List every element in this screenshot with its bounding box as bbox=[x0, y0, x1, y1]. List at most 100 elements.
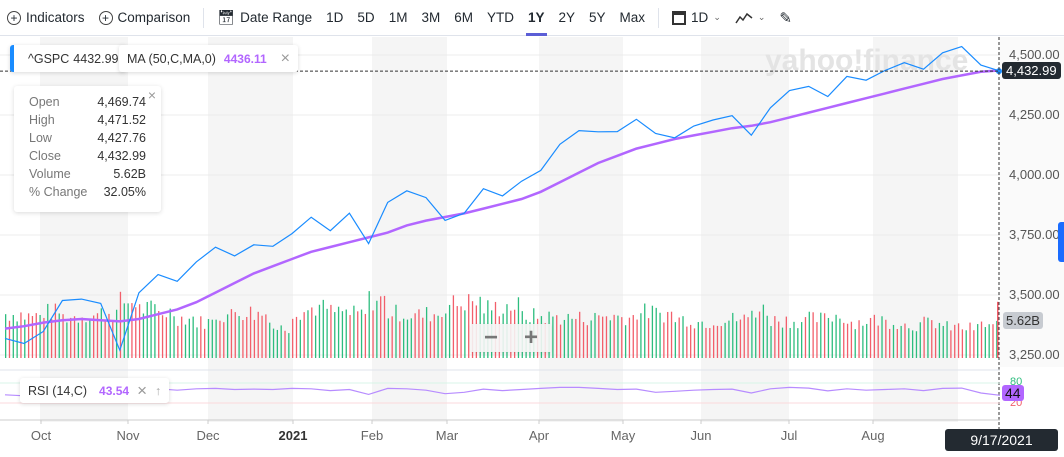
range-tab-1y[interactable]: 1Y bbox=[521, 0, 552, 36]
volume-bar bbox=[854, 329, 856, 358]
volume-bar bbox=[839, 318, 841, 358]
volume-bar bbox=[391, 316, 393, 358]
range-tab-1d[interactable]: 1D bbox=[326, 10, 344, 25]
volume-bar bbox=[552, 316, 554, 358]
volume-bar bbox=[919, 322, 921, 358]
volume-bar bbox=[211, 319, 213, 358]
price-chart[interactable]: yahoo!finance bbox=[0, 37, 1064, 457]
volume-bar bbox=[265, 314, 267, 358]
volume-bar bbox=[938, 322, 941, 358]
range-tab-1m[interactable]: 1M bbox=[388, 10, 408, 25]
volume-bar bbox=[257, 311, 259, 358]
indicators-button[interactable]: + Indicators bbox=[0, 0, 92, 36]
volume-bar bbox=[778, 321, 780, 358]
divider bbox=[658, 7, 660, 28]
range-tab-5d[interactable]: 5D bbox=[357, 10, 375, 25]
volume-bar bbox=[954, 324, 956, 358]
month-band bbox=[873, 37, 958, 422]
volume-bar bbox=[27, 313, 30, 358]
volume-bar bbox=[724, 322, 726, 358]
remove-rsi-icon[interactable]: × bbox=[137, 380, 148, 400]
volume-bar bbox=[655, 307, 657, 358]
volume-bar bbox=[793, 321, 795, 358]
draw-button[interactable]: ✎ bbox=[772, 0, 799, 36]
volume-bar bbox=[670, 311, 673, 358]
range-tab-ytd[interactable]: YTD bbox=[486, 10, 514, 25]
ohlc-value: 4,427.76 bbox=[97, 131, 146, 145]
volume-bar bbox=[81, 317, 83, 358]
volume-bar bbox=[303, 312, 305, 358]
range-tab-max[interactable]: Max bbox=[619, 10, 646, 25]
volume-bar bbox=[135, 307, 137, 358]
plus-circle-icon: + bbox=[98, 10, 113, 25]
x-tick-label: Nov bbox=[116, 428, 140, 443]
volume-bar bbox=[70, 317, 72, 358]
range-tab-3m[interactable]: 3M bbox=[421, 10, 441, 25]
volume-bar bbox=[437, 315, 439, 358]
range-tab-2y[interactable]: 2Y bbox=[558, 10, 576, 25]
volume-bar bbox=[288, 333, 290, 358]
volume-bar bbox=[885, 319, 887, 358]
range-tab-6m[interactable]: 6M bbox=[454, 10, 473, 25]
volume-bar bbox=[246, 316, 248, 358]
volume-bar bbox=[403, 318, 405, 358]
volume-bar bbox=[781, 327, 784, 358]
volume-bar bbox=[456, 306, 458, 358]
volume-bar bbox=[108, 313, 110, 358]
volume-bar bbox=[647, 318, 650, 358]
arrow-up-icon[interactable]: ↑ bbox=[155, 383, 162, 398]
volume-bar bbox=[957, 323, 960, 358]
range-tab-5y[interactable]: 5Y bbox=[589, 10, 606, 25]
ma-legend[interactable]: MA (50,C,MA,0) 4436.11 × bbox=[119, 45, 298, 72]
symbol-legend[interactable]: ^GSPC 4432.99 bbox=[10, 45, 127, 72]
zoom-in-button[interactable]: + bbox=[523, 324, 538, 351]
x-tick-label: Aug bbox=[861, 428, 885, 443]
ohlc-value: 4,469.74 bbox=[97, 95, 146, 109]
volume-bar bbox=[100, 308, 102, 358]
interval-dropdown[interactable]: 1D ⌄ bbox=[665, 0, 728, 36]
ohlc-label: Low bbox=[29, 131, 52, 145]
volume-bar bbox=[215, 319, 217, 358]
divider bbox=[203, 7, 205, 28]
volume-bar bbox=[448, 304, 451, 358]
volume-bar bbox=[253, 319, 256, 358]
volume-bar bbox=[200, 316, 202, 358]
chart-type-dropdown[interactable]: ⌄ bbox=[728, 0, 773, 36]
volume-bar bbox=[181, 316, 183, 358]
volume-bar bbox=[961, 329, 964, 358]
ohlc-value: 5.62B bbox=[113, 167, 146, 181]
ohlc-tooltip: × Open 4,469.74 High 4,471.52 Low 4,427.76 Clo… bbox=[14, 86, 161, 212]
volume-bar bbox=[138, 304, 141, 358]
x-tick-label: Oct bbox=[30, 428, 52, 443]
volume-bar bbox=[873, 314, 876, 358]
volume-bar bbox=[709, 328, 711, 358]
volume-bar bbox=[406, 319, 409, 358]
close-tooltip-icon[interactable]: × bbox=[147, 87, 156, 103]
volume-bar bbox=[644, 303, 646, 358]
x-tick-label: Apr bbox=[528, 428, 550, 443]
comparison-button[interactable]: + Comparison bbox=[92, 0, 198, 36]
volume-bar bbox=[161, 315, 164, 358]
volume-bar bbox=[693, 328, 696, 358]
volume-bar bbox=[341, 311, 344, 358]
volume-bar bbox=[433, 314, 435, 358]
y-tick-label: 4,500.00 bbox=[1009, 47, 1060, 62]
volume-bar bbox=[743, 314, 745, 358]
ohlc-label: High bbox=[29, 113, 55, 127]
volume-bar bbox=[249, 306, 252, 358]
volume-bar bbox=[112, 321, 114, 358]
rsi-legend[interactable]: RSI (14,C) 43.54 × ↑ bbox=[20, 378, 170, 403]
date-range-button[interactable]: 📅︎ Date Range bbox=[210, 0, 319, 36]
ohlc-row: % Change 32.05% bbox=[29, 185, 146, 203]
volume-bar bbox=[364, 313, 367, 358]
volume-bar bbox=[31, 316, 34, 358]
volume-bar bbox=[12, 314, 14, 358]
zoom-controls: − + bbox=[471, 324, 551, 352]
chevron-down-icon: ⌄ bbox=[713, 12, 721, 22]
y-tick-label: 3,500.00 bbox=[1009, 287, 1060, 302]
side-panel-tab[interactable] bbox=[1058, 222, 1064, 262]
x-tick-label: Dec bbox=[196, 428, 220, 443]
zoom-out-button[interactable]: − bbox=[483, 324, 498, 351]
remove-ma-icon[interactable]: × bbox=[280, 49, 290, 67]
volume-bar bbox=[115, 309, 118, 358]
